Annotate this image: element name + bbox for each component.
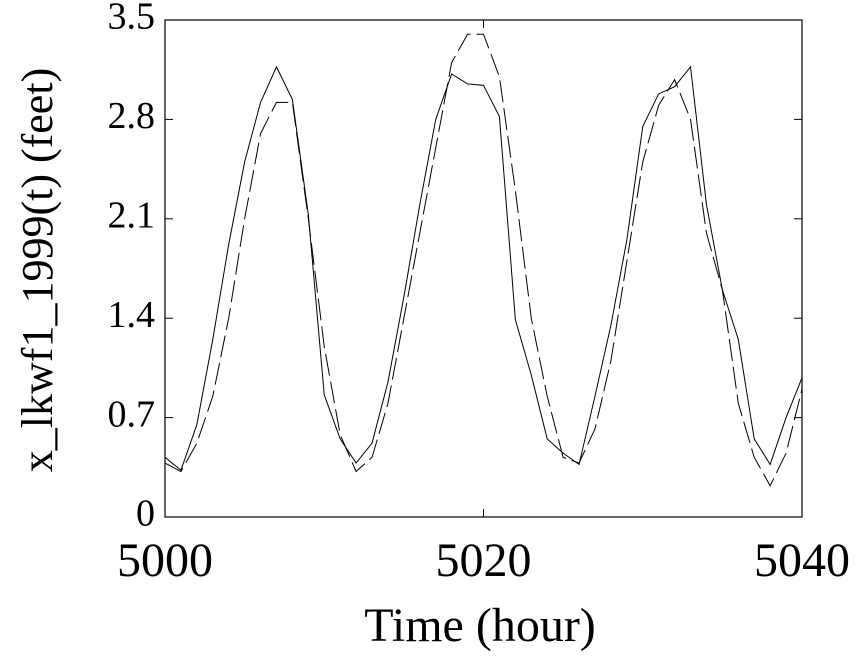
y-tick-label: 2.8 <box>108 95 156 137</box>
y-tick-label: 1.4 <box>108 294 156 336</box>
x-axis-label: Time (hour) <box>364 599 596 652</box>
data-line <box>164 33 803 487</box>
data-line <box>164 65 803 471</box>
y-tick-label: 0 <box>136 493 155 535</box>
x-tick-label: 5040 <box>754 534 850 587</box>
y-tick-label: 2.1 <box>108 195 156 237</box>
y-tick-label: 0.7 <box>108 393 156 435</box>
x-tick-label: 5020 <box>436 534 532 587</box>
plot-frame <box>164 19 803 518</box>
y-axis-label: x_lkwf1_1999(t) (feet) <box>13 68 62 472</box>
x-tick-label: 5000 <box>117 534 213 587</box>
y-tick-label: 3.5 <box>108 0 156 38</box>
